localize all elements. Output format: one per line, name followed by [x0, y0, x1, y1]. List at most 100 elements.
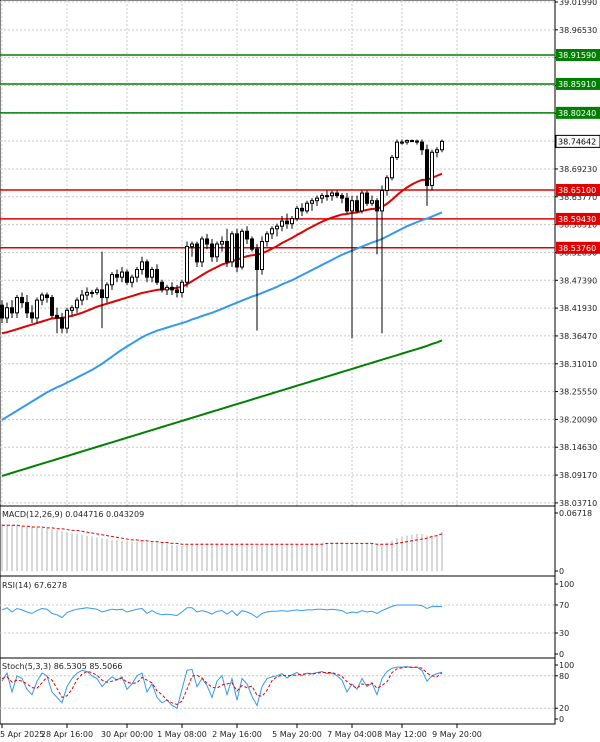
candle-body [80, 294, 84, 301]
price-tick-label: 38.96530 [559, 26, 597, 35]
support-level-tag [556, 212, 600, 225]
candle-body [425, 149, 429, 186]
candle-body [95, 289, 99, 293]
candle-body [360, 192, 364, 212]
candle-body [155, 269, 159, 283]
candle-body [55, 314, 59, 319]
price-panel-frame [0, 0, 556, 507]
rsi-tick-label: 0 [559, 650, 564, 659]
candle-body [305, 202, 309, 212]
candle-body [85, 291, 89, 296]
price-tick-label: 38.20090 [559, 415, 597, 424]
candle-body [170, 286, 174, 291]
stoch-d-line [1, 666, 443, 705]
time-tick-label: 7 May 04:00 [327, 730, 377, 739]
candle-body [295, 207, 299, 220]
stoch-axis: 100 80 20 0 [555, 661, 574, 724]
price-axis: 39.0199038.9653038.9107038.8561038.80150… [555, 0, 600, 508]
macd-plot [1, 524, 443, 571]
candle-body [400, 141, 404, 144]
rsi-tick-label: 70 [559, 601, 569, 610]
candle-body [280, 220, 284, 227]
macd-tick-label: 0 [559, 567, 564, 576]
stoch-panel: 100 80 20 0 Stoch(5,3,3) 86.5305 85.5066 [0, 657, 574, 725]
candle-body [290, 218, 294, 225]
time-tick-label: 9 May 20:00 [432, 730, 482, 739]
macd-panel: 0.06718 0 MACD(12,26,9) 0.044716 0.043209 [0, 505, 592, 577]
candle-body [270, 228, 274, 235]
candle-body [65, 309, 69, 329]
candle-body [410, 140, 414, 143]
support-level-label: 38.53760 [558, 244, 596, 253]
support-level-label: 38.59430 [558, 215, 596, 224]
time-tick-label: 30 Apr 00:00 [101, 730, 153, 739]
rsi-grid [0, 604, 555, 634]
candle-body [10, 307, 14, 314]
candle-body [435, 149, 439, 153]
current-price-label: 38.74642 [558, 137, 596, 146]
price-levels [0, 54, 555, 249]
rsi-title: RSI(14) 67.6278 [2, 581, 67, 590]
time-tick-label: 28 Apr 16:00 [41, 730, 93, 739]
time-tick-label: 1 May 08:00 [157, 730, 207, 739]
candle-body [315, 197, 319, 202]
candle-body [175, 289, 179, 293]
candle-body [440, 140, 444, 151]
resistance-level-label: 38.85910 [558, 80, 596, 89]
candle-body [150, 269, 154, 278]
candle-body [160, 281, 164, 291]
candle-body [380, 190, 384, 212]
price-tick-label: 38.58310 [559, 221, 597, 230]
candle-body [25, 302, 29, 314]
candle-body [215, 243, 219, 258]
price-tick-label: 38.47390 [559, 276, 597, 285]
price-tick-label: 38.25550 [559, 388, 597, 397]
candle-body [100, 289, 104, 299]
macd-title: MACD(12,26,9) 0.044716 0.043209 [2, 510, 144, 519]
candle-body [255, 248, 259, 271]
candle-body [120, 271, 124, 278]
candle-body [90, 291, 94, 294]
rsi-panel: 100 70 30 0 RSI(14) 67.6278 [0, 575, 574, 659]
candle-body [335, 192, 339, 197]
candle-body [365, 192, 369, 204]
candle-body [350, 200, 354, 212]
candle-body [110, 274, 114, 286]
candle-body [195, 243, 199, 263]
price-tick-label: 38.03710 [559, 499, 597, 508]
candle-body [130, 276, 134, 283]
candle-body [200, 238, 204, 263]
candle-body [45, 294, 49, 299]
current-price-tag [555, 134, 600, 148]
resistance-level-label: 38.91590 [558, 51, 596, 60]
candle-body [190, 243, 194, 248]
time-tick-label: 5 May 20:00 [272, 730, 322, 739]
candle-body [0, 304, 4, 319]
candle-body [30, 312, 34, 319]
stoch-panel-frame [0, 657, 556, 725]
rsi-plot [1, 604, 443, 619]
candle-body [70, 307, 74, 311]
stoch-title: Stoch(5,3,3) 86.5305 85.5066 [2, 662, 122, 671]
candle-body [265, 233, 269, 242]
resistance-level-label: 38.80240 [558, 109, 596, 118]
candle-body [355, 200, 359, 212]
candle-body [230, 233, 234, 263]
stoch-plot [1, 666, 443, 709]
candle-body [385, 177, 389, 192]
candle-body [260, 240, 264, 271]
candle-body [15, 297, 19, 314]
candle-body [310, 200, 314, 204]
rsi-panel-frame [0, 575, 556, 659]
stoch-tick-label: 80 [559, 672, 569, 681]
candle-body [415, 140, 419, 143]
stoch-tick-label: 20 [559, 704, 569, 713]
resistance-level-tag [556, 49, 600, 62]
candle-body [375, 200, 379, 212]
stoch-tick-label: 100 [559, 661, 574, 670]
candle-body [250, 238, 254, 250]
candle-body [205, 238, 209, 245]
candle-body [285, 220, 289, 225]
candle-body [180, 281, 184, 293]
